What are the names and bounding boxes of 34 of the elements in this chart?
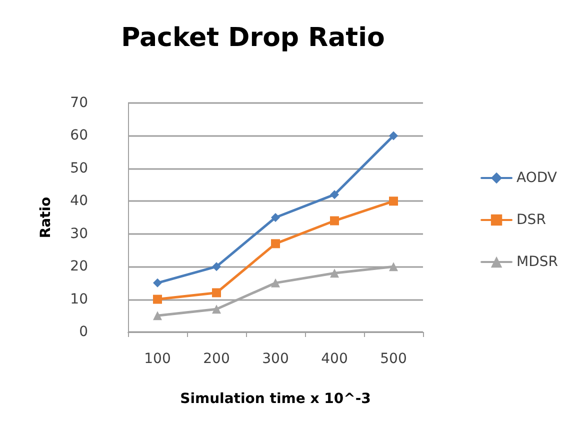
point [153, 294, 162, 304]
chart-title: Packet Drop Ratio [121, 23, 385, 53]
point [330, 190, 339, 200]
y-tick-label: 0 [79, 324, 88, 340]
point [212, 262, 221, 272]
point [271, 278, 280, 288]
x-tick-label: 500 [380, 351, 407, 367]
y-tick-label: 70 [70, 95, 88, 111]
x-tick-label: 400 [321, 351, 348, 367]
y-tick-label: 10 [70, 291, 88, 308]
point [153, 278, 162, 288]
y-tick-label: 40 [70, 193, 88, 210]
point [212, 304, 221, 314]
legend-label: DSR [516, 212, 546, 228]
y-tick-label: 30 [70, 226, 88, 242]
y-tick-label: 20 [70, 258, 88, 275]
point [212, 288, 221, 298]
point [389, 131, 398, 140]
point [389, 196, 398, 206]
x-tick-label: 300 [262, 351, 289, 367]
point [271, 213, 280, 222]
x-tick-label: 200 [203, 351, 230, 367]
y-tick-label: 50 [70, 160, 88, 176]
point [271, 239, 280, 248]
point [330, 268, 339, 278]
point [330, 216, 339, 226]
x-axis-title: Simulation time x 10^-3 [180, 391, 371, 407]
y-tick-label: 60 [70, 128, 88, 144]
legend-label: AODV [516, 170, 558, 186]
point [389, 262, 398, 272]
y-axis-title: Ratio [38, 196, 54, 238]
legend-label: MDSR [516, 254, 558, 270]
x-tick-label: 100 [144, 351, 171, 367]
point [153, 311, 162, 320]
